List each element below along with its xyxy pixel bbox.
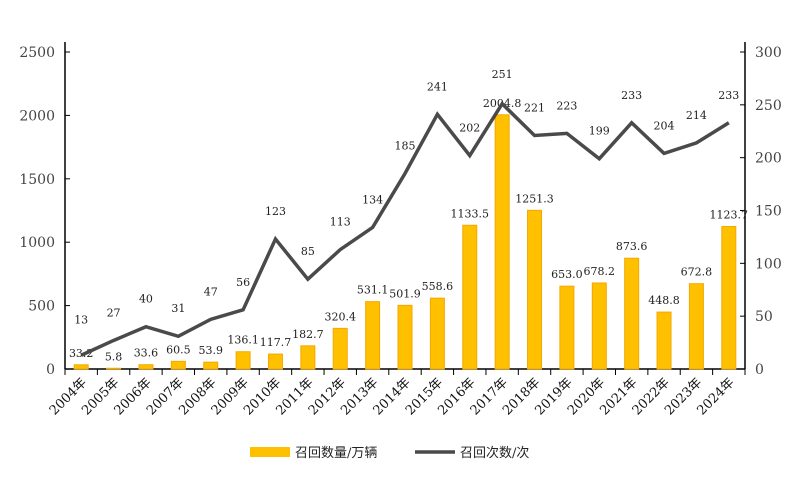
right-tick-label: 150 [755,204,782,220]
bar-data-label: 501.9 [389,287,421,300]
left-tick-label: 500 [28,299,55,315]
bar-data-label: 448.8 [648,294,680,307]
bar [139,365,153,369]
bar [625,258,639,369]
bar-data-label: 320.4 [324,310,356,323]
line-data-label: 251 [492,68,513,81]
line-data-label: 27 [107,306,121,319]
bar [560,286,574,369]
line-data-label: 31 [171,302,185,315]
bar-data-label: 5.8 [105,350,123,363]
right-tick-label: 100 [755,256,782,272]
bar-data-label: 33.6 [134,347,159,360]
line-data-label: 47 [204,285,218,298]
bar-data-label: 33.2 [69,347,94,360]
line-data-label: 214 [686,109,707,122]
bar-data-label: 182.7 [292,328,324,341]
bar-data-label: 1123.7 [710,209,749,222]
right-tick-label: 50 [755,309,773,325]
bar [398,305,412,369]
bar [204,362,218,369]
bar-data-label: 873.6 [616,240,648,253]
legend-bar-label: 召回数量/万辆 [295,446,377,461]
line-data-label: 85 [301,245,315,258]
bar [107,368,121,369]
bar [722,227,736,369]
line-data-label: 199 [589,125,610,138]
line-data-label: 204 [654,119,675,132]
bar [657,312,671,369]
bar-data-label: 1251.3 [515,192,554,205]
line-data-label: 13 [74,313,88,326]
line-data-label: 113 [330,216,351,229]
legend-bar-swatch [250,447,290,457]
line-data-label: 40 [139,293,153,306]
bar-data-label: 60.5 [166,343,191,356]
left-tick-label: 2000 [19,108,55,124]
bar-data-label: 53.9 [198,344,223,357]
left-tick-label: 2500 [19,45,55,61]
bar [171,361,185,369]
bar [268,354,282,369]
bar [430,298,444,369]
right-tick-label: 0 [755,362,764,378]
line-data-label: 221 [524,101,545,114]
bar-data-label: 672.8 [681,266,713,279]
left-tick-label: 1500 [19,172,55,188]
bar-data-label: 653.0 [551,268,583,281]
line-data-label: 233 [621,89,642,102]
right-tick-label: 200 [755,151,782,167]
left-tick-label: 0 [46,362,55,378]
right-tick-label: 300 [755,45,782,61]
bar-data-label: 678.2 [584,265,616,278]
bar [366,302,380,369]
line-data-label: 123 [265,205,286,218]
bar [463,225,477,369]
bar [236,352,250,369]
bar [301,346,315,369]
right-tick-label: 250 [755,98,782,114]
bar [74,365,88,369]
bar [689,284,703,369]
bar [592,283,606,369]
line-data-label: 223 [556,99,577,112]
line-data-label: 134 [362,193,383,206]
bar-data-label: 117.7 [260,336,292,349]
line-data-label: 233 [718,89,739,102]
bar [495,115,509,369]
left-tick-label: 1000 [19,235,55,251]
line-data-label: 202 [459,122,480,135]
bar-data-label: 136.1 [227,334,259,347]
legend-line-label: 召回次数/次 [460,445,529,461]
bar-data-label: 558.6 [422,280,454,293]
bar [333,328,347,369]
line-data-label: 241 [427,80,448,93]
line-data-label: 56 [236,276,250,289]
line-data-label: 185 [395,140,416,153]
bar-data-label: 531.1 [357,284,389,297]
bar-data-label: 1133.5 [451,207,490,220]
bar [528,210,542,369]
